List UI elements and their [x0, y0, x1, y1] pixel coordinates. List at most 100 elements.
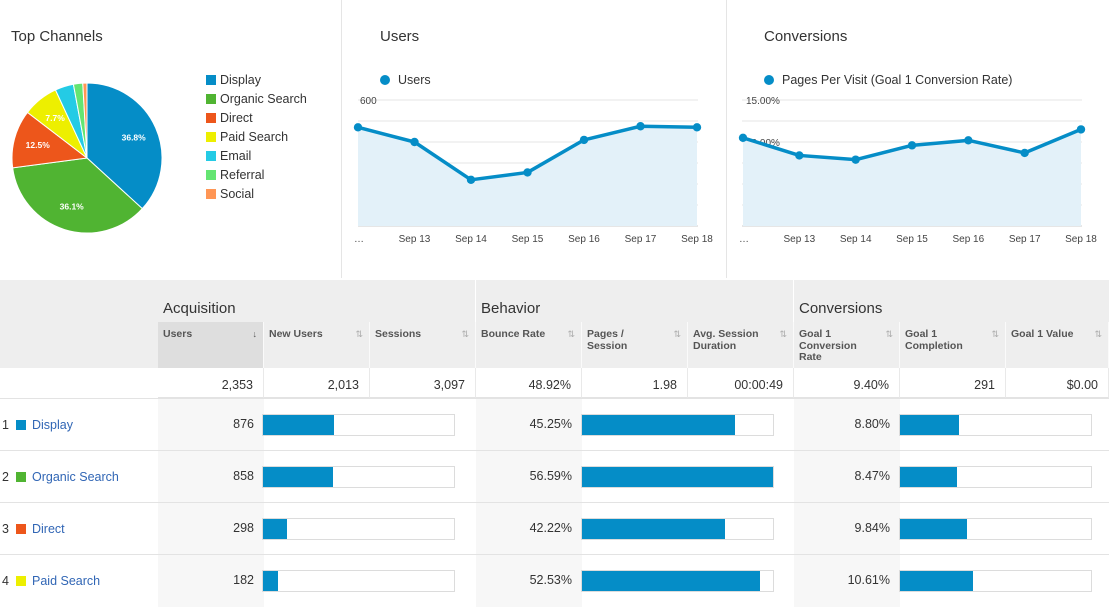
column-header-label: Avg. Session Duration [693, 328, 759, 352]
metric-value: 8.47% [854, 469, 890, 483]
channel-link[interactable]: Direct [32, 522, 65, 536]
channel-link[interactable]: Display [32, 418, 73, 432]
x-tick-label: Sep 17 [625, 234, 657, 245]
sort-icon[interactable]: ⇅ [885, 329, 893, 339]
column-header-label: Users [163, 328, 193, 340]
percent-bar [899, 466, 1092, 488]
metric-value: 10.61% [847, 573, 890, 587]
column-header-goal-1-value[interactable]: Goal 1 Value ⇅ [1006, 322, 1109, 368]
column-header-users[interactable]: Users ↓ [158, 322, 264, 368]
x-tick-label: Sep 14 [840, 234, 872, 245]
column-header-label: Bounce Rate [481, 328, 546, 340]
data-point[interactable] [466, 175, 476, 184]
column-header-goal-1-completion[interactable]: Goal 1 Completion ⇅ [900, 322, 1006, 368]
data-point[interactable] [1020, 148, 1029, 158]
sort-icon[interactable]: ⇅ [779, 329, 787, 339]
group-header-acquisition: Acquisition [158, 280, 475, 322]
x-tick-label: Sep 13 [399, 234, 431, 245]
x-tick-label: Sep 16 [952, 234, 984, 245]
top-channels-pie-chart[interactable]: 36.8% 36.1% 12.5% 7.7% [0, 70, 180, 250]
x-tick-label: Sep 18 [1065, 234, 1097, 245]
x-tick-label: … [739, 234, 749, 245]
legend-item-email[interactable]: Email [206, 146, 307, 165]
users-series-legend[interactable]: Users [380, 73, 431, 87]
legend-item-social[interactable]: Social [206, 184, 307, 203]
data-point[interactable] [692, 123, 702, 132]
data-point[interactable] [964, 136, 973, 145]
conversions-series-dot [764, 75, 774, 85]
channel-cell: 4 Paid Search [0, 555, 158, 607]
legend-item-direct[interactable]: Direct [206, 108, 307, 127]
column-header-goal-1-conversion-rate[interactable]: Goal 1 Conversion Rate ⇅ [794, 322, 900, 368]
column-header-avg-session-duration[interactable]: Avg. Session Duration ⇅ [688, 322, 794, 368]
legend-item-paid-search[interactable]: Paid Search [206, 127, 307, 146]
channel-link[interactable]: Paid Search [32, 574, 101, 588]
metric-cell-bg [794, 399, 900, 451]
channel-link[interactable]: Organic Search [32, 470, 119, 484]
sort-icon[interactable]: ⇅ [461, 329, 469, 339]
row-index: 1 [2, 418, 9, 432]
data-point[interactable] [738, 133, 748, 142]
metric-cell-bg [158, 399, 264, 451]
pie-slice-organic-search[interactable] [12, 157, 144, 234]
pie-slice-direct[interactable] [11, 111, 89, 169]
pie-data-label: 36.1% [60, 202, 85, 212]
sort-desc-icon[interactable]: ↓ [252, 329, 258, 339]
sort-icon[interactable]: ⇅ [991, 329, 999, 339]
sort-icon[interactable]: ⇅ [567, 329, 575, 339]
x-tick-label: Sep 16 [568, 234, 600, 245]
metric-cell-bg [158, 451, 264, 503]
pie-slice-social[interactable] [82, 82, 88, 159]
percent-bar-fill [582, 415, 735, 435]
data-point[interactable] [851, 155, 860, 164]
percent-bar [581, 414, 774, 436]
legend-swatch [206, 131, 216, 142]
x-tick-label: Sep 18 [681, 234, 713, 245]
column-header-new-users[interactable]: New Users ⇅ [264, 322, 370, 368]
column-header-sessions[interactable]: Sessions ⇅ [370, 322, 476, 368]
pie-slice-display[interactable] [86, 82, 163, 210]
x-tick-label: … [354, 234, 364, 245]
data-point[interactable] [636, 122, 645, 131]
pie-data-label: 12.5% [26, 140, 51, 150]
column-header-pages-session[interactable]: Pages / Session ⇅ [582, 322, 688, 368]
legend-item-display[interactable]: Display [206, 70, 307, 89]
group-header-conversions: Conversions [794, 280, 1109, 322]
legend-item-referral[interactable]: Referral [206, 165, 307, 184]
data-point[interactable] [353, 123, 363, 132]
metric-value: 298 [233, 521, 254, 535]
pie-data-label: 7.7% [45, 113, 65, 123]
column-header-bounce-rate[interactable]: Bounce Rate ⇅ [476, 322, 582, 368]
legend-swatch [206, 112, 216, 123]
users-panel-title: Users [380, 28, 420, 45]
channel-color-swatch [16, 576, 26, 586]
table-header-blank [0, 280, 158, 368]
conversions-series-legend[interactable]: Pages Per Visit (Goal 1 Conversion Rate) [764, 73, 1012, 87]
data-point[interactable] [795, 151, 804, 160]
totals-cell: 2,353 [158, 368, 264, 398]
legend-swatch [206, 93, 216, 104]
sort-icon[interactable]: ⇅ [1094, 329, 1102, 339]
data-point[interactable] [579, 135, 589, 145]
data-point[interactable] [523, 168, 532, 177]
row-index: 2 [2, 470, 9, 484]
x-tick-label: Sep 15 [512, 234, 544, 245]
data-point[interactable] [907, 141, 917, 150]
panel-divider [726, 0, 727, 278]
legend-item-organic-search[interactable]: Organic Search [206, 89, 307, 108]
percent-bar [581, 518, 774, 540]
metric-value: 45.25% [529, 417, 572, 431]
percent-bar-fill [263, 571, 278, 591]
data-point[interactable] [1076, 125, 1086, 134]
legend-label: Email [220, 148, 252, 163]
conversions-series-label: Pages Per Visit (Goal 1 Conversion Rate) [782, 73, 1013, 87]
sort-icon[interactable]: ⇅ [355, 329, 363, 339]
channel-cell: 2 Organic Search [0, 451, 158, 503]
data-point[interactable] [410, 137, 419, 147]
metric-cell-bg [794, 451, 900, 503]
sort-icon[interactable]: ⇅ [673, 329, 681, 339]
totals-cell: 291 [900, 368, 1006, 398]
legend-label: Social [220, 186, 255, 201]
